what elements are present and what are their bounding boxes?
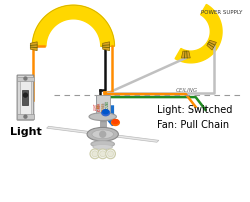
- Circle shape: [98, 149, 108, 159]
- Text: GROUND: GROUND: [106, 100, 110, 112]
- Ellipse shape: [92, 130, 114, 139]
- Bar: [22, 90, 28, 105]
- Circle shape: [100, 131, 106, 137]
- Ellipse shape: [103, 110, 108, 114]
- Text: Light: Light: [10, 127, 41, 137]
- Polygon shape: [175, 4, 222, 63]
- Bar: [20, 79, 31, 116]
- Polygon shape: [114, 135, 159, 142]
- Polygon shape: [100, 139, 106, 155]
- Ellipse shape: [87, 127, 118, 141]
- Ellipse shape: [112, 120, 118, 123]
- Circle shape: [108, 151, 114, 157]
- Circle shape: [24, 93, 28, 97]
- Text: NEUTRAL: NEUTRAL: [103, 100, 107, 112]
- Circle shape: [100, 151, 106, 157]
- Circle shape: [106, 149, 116, 159]
- Polygon shape: [46, 126, 91, 134]
- FancyBboxPatch shape: [17, 75, 34, 120]
- Text: CEILING: CEILING: [176, 88, 198, 93]
- Polygon shape: [100, 114, 106, 129]
- Text: Light: Switched
Fan: Pull Chain: Light: Switched Fan: Pull Chain: [156, 105, 232, 130]
- Polygon shape: [32, 5, 114, 46]
- Bar: [17, 77, 34, 81]
- Ellipse shape: [102, 110, 110, 116]
- Polygon shape: [30, 42, 37, 51]
- Text: LIGHT
POWER: LIGHT POWER: [94, 101, 102, 110]
- Ellipse shape: [89, 113, 117, 121]
- Text: POWER SUPPLY: POWER SUPPLY: [201, 10, 242, 15]
- Text: FAN
POWER: FAN POWER: [97, 101, 106, 110]
- Polygon shape: [103, 42, 110, 51]
- Ellipse shape: [93, 144, 112, 149]
- Circle shape: [90, 149, 100, 159]
- Polygon shape: [207, 40, 216, 50]
- Circle shape: [24, 115, 27, 118]
- Bar: [17, 114, 34, 119]
- Polygon shape: [182, 51, 190, 58]
- Circle shape: [24, 77, 27, 80]
- Ellipse shape: [91, 141, 114, 147]
- Bar: [96, 95, 110, 117]
- Circle shape: [92, 151, 98, 157]
- Ellipse shape: [112, 120, 119, 125]
